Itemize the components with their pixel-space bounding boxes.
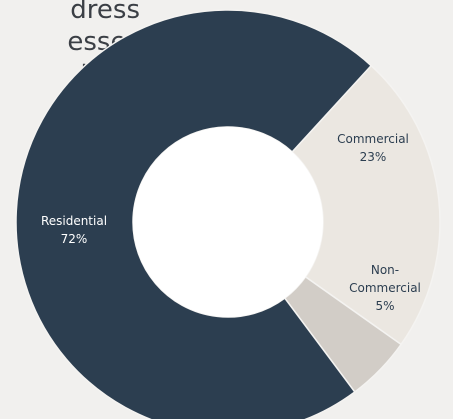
slice-value-non-commercial: 5% [375,299,394,313]
slice-label-commercial: Commercial [337,132,409,146]
slice-value-commercial: 23% [360,150,387,164]
slice-label-non-commercial: Commercial [349,281,421,295]
slice-value-residential: 72% [61,232,88,246]
background-text-line: dress [70,0,140,25]
donut-hole [133,127,323,317]
slice-label-residential: Residential [41,214,107,228]
slice-label-non-commercial: Non- [371,263,399,277]
